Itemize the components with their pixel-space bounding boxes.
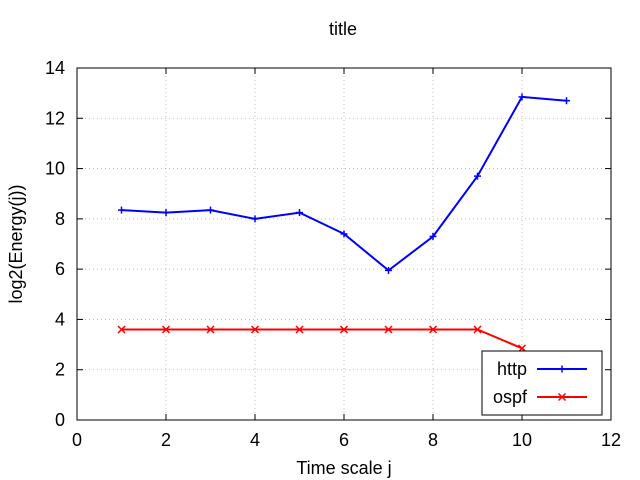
x-tick-label: 6 [339,430,349,450]
x-tick-label: 10 [512,430,532,450]
data-point-ospf [473,325,482,334]
y-tick-label: 14 [45,58,65,78]
x-axis-label: Time scale j [296,458,391,478]
data-point-http [296,209,303,217]
data-point-http [207,206,214,214]
y-tick-label: 10 [45,159,65,179]
data-point-ospf [161,325,171,334]
x-tick-label: 2 [161,430,171,450]
x-tick-label: 0 [72,430,82,450]
data-point-http [385,266,392,274]
data-point-ospf [117,325,126,334]
data-point-ospf [428,325,438,334]
chart-title: title [329,19,357,39]
data-point-http [340,230,348,238]
axis-ticks: 0 2 4 6 8 10 12 0 2 4 6 8 10 12 14 [45,58,621,450]
data-point-http [474,172,481,180]
y-axis-label: log2(Energy(j)) [6,184,26,303]
data-point-ospf [339,325,349,334]
legend: http ospf [481,350,603,416]
data-point-http [518,93,526,101]
data-point-ospf [250,325,260,334]
x-tick-label: 4 [250,430,260,450]
data-point-ospf [295,325,304,334]
legend-label-http: http [497,359,527,379]
y-tick-label: 12 [45,108,65,128]
data-point-http [162,209,170,217]
legend-marker-ospf [557,392,567,402]
y-tick-label: 0 [55,410,65,430]
series-group [117,93,571,393]
legend-marker-http [558,365,566,373]
data-point-http [251,215,259,223]
data-point-http [118,206,125,214]
legend-box [481,350,603,416]
data-point-http [563,97,570,105]
y-tick-label: 2 [55,360,65,380]
data-point-http [429,232,437,240]
y-tick-label: 8 [55,209,65,229]
legend-label-ospf: ospf [493,387,528,407]
x-tick-label: 8 [428,430,438,450]
data-point-ospf [206,325,215,334]
y-tick-label: 4 [55,309,65,329]
y-tick-label: 6 [55,259,65,279]
data-point-ospf [384,325,393,334]
x-tick-label: 12 [601,430,621,450]
